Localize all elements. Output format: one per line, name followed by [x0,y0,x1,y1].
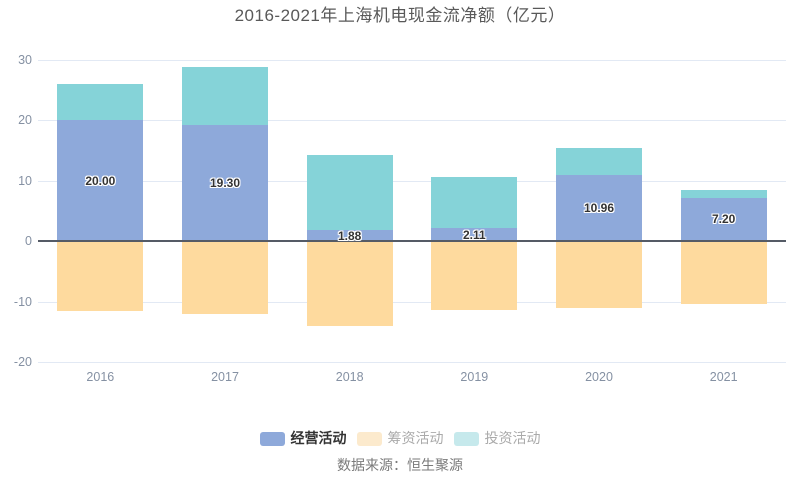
x-axis-tick-label-2016: 2016 [86,370,115,384]
bar-financing-2019[interactable] [431,241,518,311]
y-axis-tick-label: -10 [13,294,32,309]
x-axis-tick-label-2021: 2021 [709,370,738,384]
bar-operating-2018[interactable] [306,229,393,242]
legend-item-investing[interactable]: 投资活动 [453,430,541,447]
bar-operating-2016[interactable] [57,120,144,242]
bar-value-label-2021: 7.20 [711,212,736,227]
chart-title: 2016-2021年上海机电现金流净额（亿元） [234,6,566,25]
gridline-20 [38,120,786,122]
bar-financing-2016[interactable] [57,241,144,312]
x-axis-tick-label-2019: 2019 [460,370,489,384]
bar-financing-2021[interactable] [680,241,767,304]
bar-value-label-2018: 1.88 [337,228,362,243]
x-axis-tick-label-2018: 2018 [335,370,364,384]
legend-label-investing: 投资活动 [484,430,541,446]
legend: 经营活动 筹资活动 投资活动 [0,430,800,447]
gridline-30 [38,60,786,61]
bar-financing-2017[interactable] [182,241,268,315]
bar-value-label-2019: 2.11 [462,227,486,242]
data-source-text: 数据来源：恒生聚源 [337,457,463,473]
legend-label-operating: 经营活动 [290,430,347,446]
bar-investing-2018[interactable] [306,154,393,230]
bar-investing-2019[interactable] [431,177,518,229]
bar-value-label-2020: 10.96 [583,201,615,216]
bar-value-label-2016: 20.00 [85,173,116,188]
x-axis-tick-label-2017: 2017 [211,370,239,384]
legend-item-operating[interactable]: 经营活动 [259,430,347,447]
gridline-10 [38,180,786,182]
bar-investing-2017[interactable] [182,67,268,125]
y-axis-tick-label: 20 [18,113,32,128]
bar-investing-2016[interactable] [57,84,144,121]
gridline--20 [38,362,786,363]
y-axis-tick-label: 10 [18,173,32,188]
bar-operating-2017[interactable] [182,124,268,242]
bar-financing-2020[interactable] [556,241,642,309]
x-axis-tick-label-2020: 2020 [585,370,613,384]
bar-operating-2021[interactable] [680,197,767,242]
legend-swatch-financing [356,431,382,446]
legend-label-financing: 筹资活动 [387,430,444,446]
legend-item-financing[interactable]: 筹资活动 [356,430,444,447]
legend-swatch-investing [453,431,479,446]
y-axis-tick-label: 30 [18,53,32,67]
bar-value-label-2017: 19.30 [209,175,241,190]
y-axis-tick-label: 0 [25,234,32,249]
gridline--10 [38,301,786,303]
legend-swatch-operating [259,431,285,446]
bar-investing-2020[interactable] [556,148,642,175]
bar-financing-2018[interactable] [306,241,393,326]
y-axis-tick-label: -20 [13,355,32,369]
bar-investing-2021[interactable] [680,190,767,198]
zero-axis-line [38,240,786,243]
bar-operating-2020[interactable] [556,175,642,242]
bar-operating-2019[interactable] [431,228,518,242]
